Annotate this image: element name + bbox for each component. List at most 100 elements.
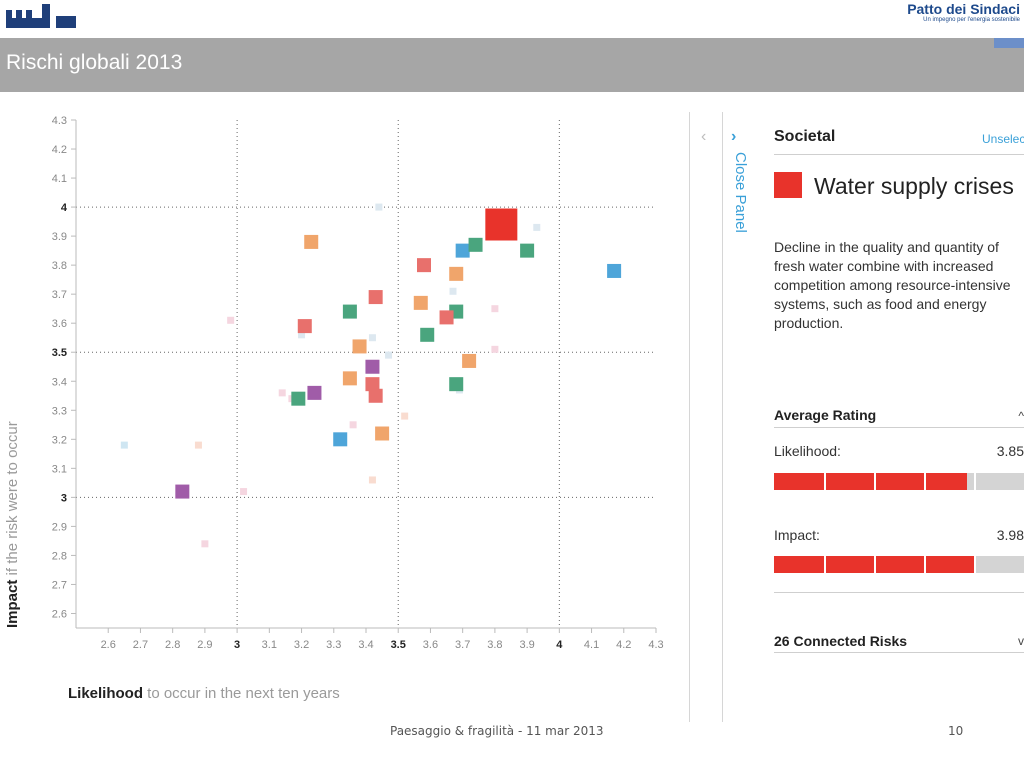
title-bar: Rischi globali 2013 [0,38,1024,92]
x-tick-label: 3.4 [358,639,373,651]
likelihood-value: 3.85 [996,443,1024,459]
bar-separator [924,556,926,573]
bar-separator [974,473,976,490]
faint-point [491,345,499,353]
data-point [455,243,470,258]
faint-point [449,287,457,295]
x-tick-label: 3.5 [391,639,406,651]
close-panel-button[interactable]: Close Panel [732,152,749,233]
footer-text: Paesaggio & fragilità - 11 mar 2013 [390,724,604,738]
bar-separator [924,473,926,490]
brand-subtitle: Un impegno per l'energia sostenibile [923,17,1020,23]
data-point [368,388,383,403]
unselect-link[interactable]: Unselect [982,132,1024,146]
y-tick-label: 2.9 [52,521,67,533]
faint-point [120,441,128,449]
chevron-right-icon[interactable]: › [731,128,737,145]
risk-category: Societal [774,128,836,145]
faint-point [278,389,286,397]
data-point [175,484,190,499]
data-point [365,359,380,374]
page-title: Rischi globali 2013 [6,51,183,74]
y-tick-label: 4.2 [52,144,67,156]
y-axis-label-rest: if the risk were to occur [4,421,21,579]
divider [774,154,1024,155]
data-point [304,234,319,249]
brand-mark [994,38,1024,48]
data-point [439,310,454,325]
faint-point [401,412,409,420]
y-axis-label-bold: Impact [4,580,21,628]
faint-point [240,488,248,496]
y-axis-label: Impact if the risk were to occur [4,421,21,628]
data-point [291,391,306,406]
bar-separator [974,556,976,573]
chevron-down-icon[interactable]: v [1018,634,1024,648]
x-tick-label: 4.3 [648,639,663,651]
y-tick-label: 4 [61,202,68,214]
faint-point [368,334,376,342]
data-point [297,319,312,334]
risk-name: Water supply crises [814,173,1014,199]
selected-point [485,208,518,241]
x-tick-label: 4.2 [616,639,631,651]
faint-point [201,540,209,548]
x-tick-label: 3.8 [487,639,502,651]
bar-separator [824,556,826,573]
y-tick-label: 2.8 [52,550,67,562]
y-tick-label: 3.7 [52,289,67,301]
divider [774,427,1024,428]
divider [774,652,1024,653]
risk-description: Decline in the quality and quantity of f… [774,239,1011,331]
faint-point [349,421,357,429]
y-tick-label: 3.5 [52,347,67,359]
impact-label: Impact: [774,527,820,543]
data-point [375,426,390,441]
data-point [368,290,383,305]
y-tick-label: 4.1 [52,173,67,185]
data-point [468,237,483,252]
x-tick-label: 2.9 [197,639,212,651]
x-tick-label: 2.8 [165,639,180,651]
data-point [449,266,464,281]
risk-scatter-chart: 2.6 2.7 2.8 2.9 3 3.1 3.2 3.3 3.4 3.5 3.6 3.7 3.8 3.9… [4,115,664,702]
faint-point [491,305,499,313]
faint-point [533,223,541,231]
x-tick-label: 3 [234,639,240,651]
x-tick-label: 4.1 [584,639,599,651]
y-tick-label: 3.9 [52,231,67,243]
data-point [352,339,367,354]
x-tick-label: 3.2 [294,639,309,651]
brand-logo: Patto dei Sindaci Un impegno per l'energ… [907,2,1020,24]
likelihood-bar [774,473,1024,490]
panel-divider [722,112,723,722]
x-tick-label: 2.6 [101,639,116,651]
data-point [413,295,428,310]
faint-point [298,331,306,339]
data-point [307,385,322,400]
data-point [365,377,380,392]
data-point [342,304,357,319]
y-tick-label: 3.2 [52,434,67,446]
x-tick-label: 3.7 [455,639,470,651]
axes: 2.6 2.7 2.8 2.9 3 3.1 3.2 3.3 3.4 3.5 3.6 3.7 3.8 3.9… [52,115,664,651]
reference-lines [76,120,656,628]
x-tick-label: 3.9 [519,639,534,651]
x-axis-label: Likelihood to occur in the next ten year… [68,685,340,702]
chevron-left-icon[interactable]: ‹ [701,128,707,145]
bar-separator [824,473,826,490]
municipal-logo [6,4,76,28]
faint-point [375,203,383,211]
data-point [333,432,348,447]
panel-divider [689,112,690,722]
likelihood-label: Likelihood: [774,443,841,459]
x-tick-label: 3.1 [262,639,277,651]
impact-value: 3.98 [996,527,1024,543]
y-tick-label: 3.6 [52,318,67,330]
chevron-up-icon[interactable]: ^ [1018,409,1024,423]
y-tick-label: 3 [61,492,67,504]
data-point [520,243,535,258]
connected-risks-header[interactable]: 26 Connected Risks [774,633,908,649]
faint-point [385,351,393,359]
average-rating-header[interactable]: Average Rating [774,407,877,423]
